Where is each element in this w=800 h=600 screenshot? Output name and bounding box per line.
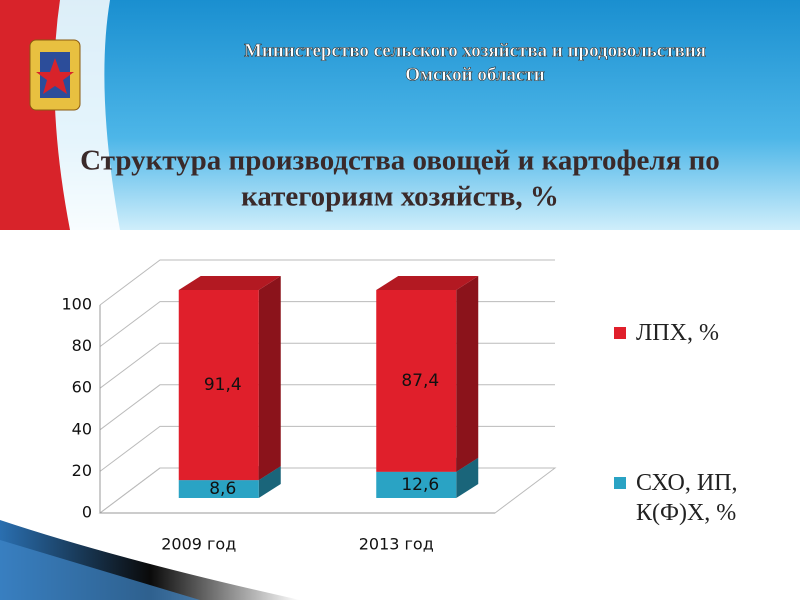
data-label: 12,6	[401, 475, 439, 495]
coat-of-arms	[29, 39, 81, 111]
legend-entry: СХО, ИП, К(Ф)Х, %	[614, 468, 776, 528]
bar-side	[456, 457, 479, 498]
grid-line	[99, 425, 555, 472]
bar-side	[456, 276, 479, 472]
y-tick-label: 40	[72, 419, 92, 438]
chart-title: Структура производства овощей и картофел…	[80, 145, 720, 177]
bar-top	[376, 276, 479, 290]
x-tick-label: 2009 год	[161, 535, 236, 554]
legend-swatch	[614, 327, 626, 339]
header-bg	[0, 0, 800, 230]
data-label: 87,4	[401, 371, 439, 391]
swoosh-blue	[0, 540, 200, 600]
bar	[376, 471, 457, 498]
grid-line	[99, 342, 555, 389]
bar-top	[178, 276, 281, 290]
bar	[178, 480, 259, 498]
data-label: 91,4	[204, 375, 242, 395]
grid-line	[99, 384, 555, 431]
y-tick-label: 20	[72, 461, 92, 480]
bar	[178, 290, 259, 481]
legend-label: СХО, ИП, К(Ф)Х, %	[636, 470, 738, 526]
chart-title: категориям хозяйств, %	[241, 181, 559, 213]
floor	[98, 467, 557, 514]
y-tick-label: 60	[72, 378, 92, 397]
legend-swatch	[614, 477, 626, 489]
legend-entry: ЛПХ, %	[614, 318, 776, 348]
y-tick-label: 100	[61, 295, 92, 314]
header-line: Омской области	[405, 64, 545, 85]
data-label: 8,6	[209, 479, 236, 499]
grid-line	[99, 301, 555, 348]
legend-label: ЛПХ, %	[636, 320, 719, 346]
y-tick-label: 80	[72, 336, 92, 355]
header-line: Министерство сельского хозяйства и продо…	[244, 40, 706, 61]
y-tick-label: 0	[82, 503, 92, 522]
grid-line	[99, 259, 555, 306]
bar-side	[258, 466, 281, 498]
bar	[376, 290, 457, 472]
x-tick-label: 2013 год	[359, 535, 434, 554]
bar-side	[258, 276, 281, 481]
